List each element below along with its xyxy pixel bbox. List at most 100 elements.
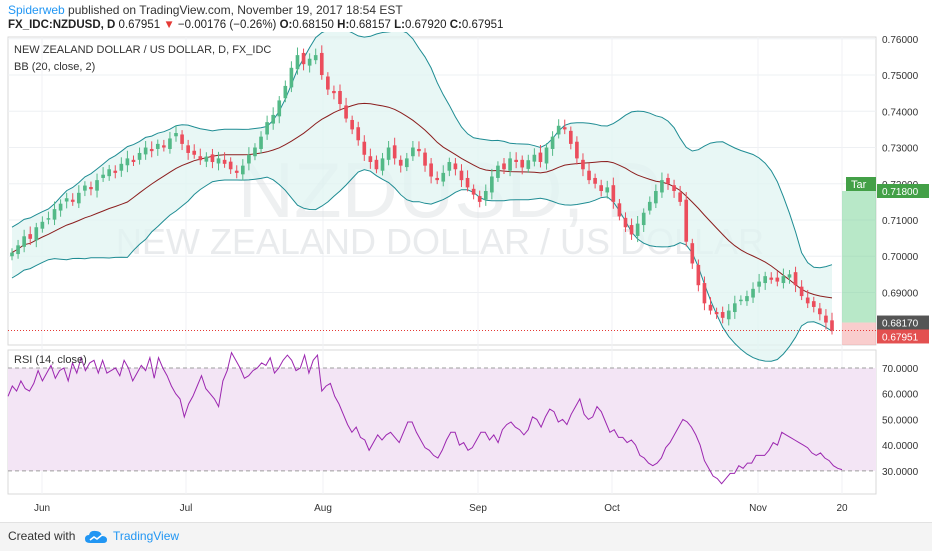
candle-body (702, 283, 707, 304)
candle-body (483, 191, 488, 200)
entry-price-tag-box (877, 315, 929, 330)
close-value: 0.67951 (461, 19, 504, 31)
candle-body (326, 76, 330, 90)
candle-body (186, 145, 190, 153)
candle-body (818, 308, 822, 315)
candle-body (125, 158, 130, 166)
published-text: published on TradingView.com, November 1… (68, 3, 403, 17)
candle-body (162, 145, 166, 148)
candle-body (732, 303, 737, 313)
candle-body (787, 274, 792, 278)
candle-body (763, 276, 768, 284)
candle-body (22, 236, 26, 247)
candle-body (708, 304, 713, 311)
candle-body (453, 163, 458, 170)
candle-body (83, 185, 87, 191)
candle-body (666, 177, 670, 184)
candle-body (459, 170, 464, 181)
candle-body (319, 52, 324, 76)
candle-body (550, 136, 555, 149)
rsi-tick-label: 60.0000 (882, 390, 919, 401)
candle-body (611, 185, 616, 202)
stop-price-tag-box (877, 329, 929, 344)
candle-body (307, 58, 312, 66)
candle-body (101, 174, 105, 178)
time-tick-label: Sep (469, 503, 487, 514)
candle-body (295, 55, 300, 70)
bollinger-label: BB (20, close, 2) (14, 61, 95, 73)
candle-body (398, 159, 403, 166)
candle-body (10, 252, 14, 257)
candle-body (739, 299, 743, 302)
candle-body (411, 147, 415, 157)
candle-body (647, 201, 652, 211)
candle-body (532, 154, 537, 162)
candle-body (332, 90, 336, 94)
price-chart[interactable]: 0.760000.750000.740000.730000.720000.710… (0, 32, 932, 522)
candle-body (168, 138, 172, 149)
candle-body (678, 192, 682, 202)
candle-body (423, 152, 427, 166)
chart-title: NEW ZEALAND DOLLAR / US DOLLAR, D, FX_ID… (14, 44, 271, 56)
candle-body (368, 156, 373, 163)
candle-body (435, 177, 440, 181)
rsi-band-fill (8, 368, 876, 471)
rsi-tick-label: 40.0000 (882, 441, 919, 452)
low-value: 0.67920 (404, 19, 447, 31)
candle-body (283, 85, 288, 99)
candle-body (799, 286, 804, 297)
candle-body (155, 143, 160, 149)
candle-body (52, 209, 57, 220)
candle-body (605, 187, 610, 193)
candle-body (654, 191, 658, 204)
candle-body (824, 315, 828, 323)
rsi-line (7, 351, 843, 485)
candle-body (356, 127, 361, 141)
entry-price-tag: 0.68170 (882, 319, 919, 330)
price-tick-label: 0.71000 (882, 216, 919, 227)
candle-body (198, 156, 203, 161)
candle-body (253, 147, 257, 157)
footer-bar: Created with TradingView (0, 522, 932, 551)
tradingview-brand-link[interactable]: TradingView (113, 529, 180, 543)
candle-body (696, 264, 701, 286)
candle-body (477, 196, 482, 202)
rsi-tick-label: 50.0000 (882, 415, 919, 426)
bollinger-band-fill (12, 32, 832, 362)
candle-body (417, 148, 421, 152)
candle-body (660, 180, 664, 193)
candle-body (629, 225, 634, 235)
candle-body (556, 125, 561, 135)
candle-body (781, 276, 786, 284)
candle-body (575, 141, 579, 159)
price-tick-label: 0.70000 (882, 252, 919, 263)
created-with-text: Created with (8, 529, 76, 543)
candle-body (392, 145, 397, 159)
time-tick-label: Jul (180, 503, 193, 514)
price-tick-label: 0.73000 (882, 144, 919, 155)
candle-body (617, 203, 622, 217)
time-tick-label: Oct (604, 503, 620, 514)
open-label: O: (279, 19, 293, 31)
rsi-tick-label: 70.0000 (882, 364, 919, 375)
candle-body (769, 277, 774, 280)
author-link[interactable]: Spiderweb (8, 3, 65, 17)
candle-body (714, 312, 719, 315)
candle-body (623, 217, 628, 228)
candle-body (313, 55, 318, 61)
candle-body (593, 177, 597, 184)
candle-body (95, 180, 99, 191)
low-label: L: (394, 19, 405, 31)
candle-body (107, 169, 112, 177)
bollinger-lower-line (11, 169, 833, 362)
candle-body (234, 170, 239, 173)
candle-body (210, 154, 215, 163)
candle-body (386, 147, 391, 160)
price-change: −0.00176 (−0.26%) (177, 19, 277, 31)
candle-body (58, 203, 63, 211)
candle-body (641, 212, 646, 226)
candle-body (301, 52, 306, 65)
candle-body (429, 163, 433, 177)
candle-body (793, 272, 798, 286)
candle-body (222, 159, 227, 164)
